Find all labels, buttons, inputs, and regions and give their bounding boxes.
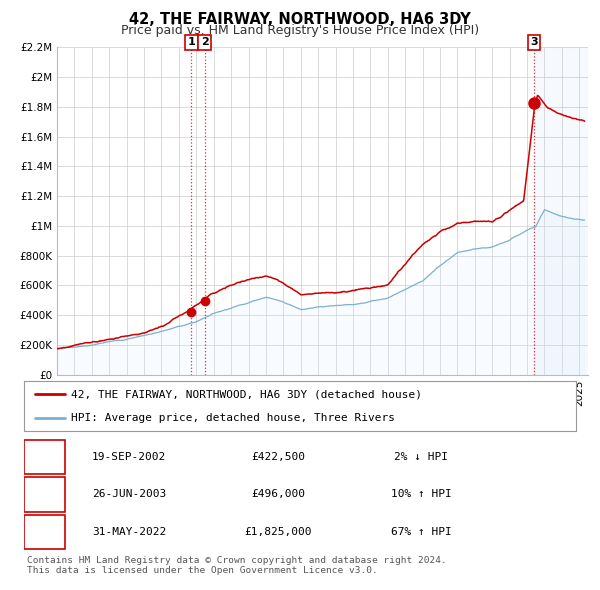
FancyBboxPatch shape (24, 515, 65, 549)
Text: £422,500: £422,500 (251, 452, 305, 461)
Text: 3: 3 (530, 37, 538, 47)
Bar (534, 47, 588, 375)
Text: 1: 1 (188, 37, 195, 47)
Text: 67% ↑ HPI: 67% ↑ HPI (391, 527, 452, 537)
Text: 42, THE FAIRWAY, NORTHWOOD, HA6 3DY: 42, THE FAIRWAY, NORTHWOOD, HA6 3DY (129, 12, 471, 27)
Text: Price paid vs. HM Land Registry's House Price Index (HPI): Price paid vs. HM Land Registry's House … (121, 24, 479, 37)
Text: Contains HM Land Registry data © Crown copyright and database right 2024.
This d: Contains HM Land Registry data © Crown c… (27, 556, 447, 575)
Text: 26-JUN-2003: 26-JUN-2003 (92, 490, 166, 499)
Text: 2: 2 (201, 37, 209, 47)
Text: 19-SEP-2002: 19-SEP-2002 (92, 452, 166, 461)
FancyBboxPatch shape (24, 477, 65, 512)
FancyBboxPatch shape (24, 440, 65, 474)
Text: 31-MAY-2022: 31-MAY-2022 (92, 527, 166, 537)
Text: 42, THE FAIRWAY, NORTHWOOD, HA6 3DY (detached house): 42, THE FAIRWAY, NORTHWOOD, HA6 3DY (det… (71, 389, 422, 399)
Text: £1,825,000: £1,825,000 (244, 527, 311, 537)
Text: £496,000: £496,000 (251, 490, 305, 499)
Text: 1: 1 (41, 450, 48, 463)
Text: 10% ↑ HPI: 10% ↑ HPI (391, 490, 452, 499)
Text: 2: 2 (41, 488, 48, 501)
Text: 3: 3 (41, 526, 48, 539)
Text: HPI: Average price, detached house, Three Rivers: HPI: Average price, detached house, Thre… (71, 413, 395, 423)
Text: 2% ↓ HPI: 2% ↓ HPI (394, 452, 448, 461)
